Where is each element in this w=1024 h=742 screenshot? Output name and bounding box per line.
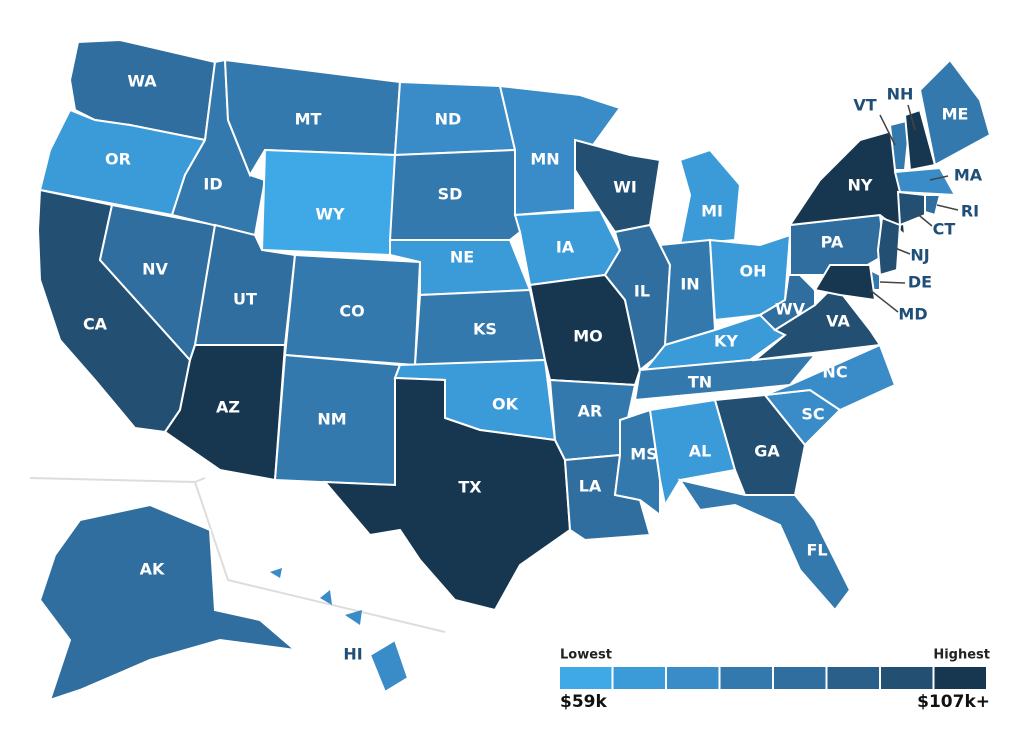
state (270, 568, 282, 578)
state-label: NY (848, 176, 873, 195)
state-label: HI (343, 645, 362, 664)
legend-swatch (560, 667, 612, 689)
state-label: IA (556, 238, 575, 257)
leader-line (914, 211, 933, 227)
state-label: ID (203, 175, 222, 194)
state-label: NM (317, 410, 346, 429)
state (678, 148, 742, 247)
state-label: MO (573, 327, 603, 346)
state-label: TN (688, 373, 712, 392)
state-label: SC (801, 405, 824, 424)
state-label: WI (613, 178, 637, 197)
leader-line (869, 289, 899, 313)
legend-swatch (613, 667, 665, 689)
state-label: ME (942, 105, 969, 124)
legend-max: $107k+ (917, 692, 990, 712)
state-label: MT (295, 110, 322, 129)
leader-line (879, 281, 906, 284)
state (751, 283, 882, 362)
state-label: MA (954, 166, 983, 185)
state-label: DE (908, 273, 932, 292)
state-label: CT (933, 220, 956, 239)
legend-swatch (827, 667, 879, 689)
state-label: PA (821, 233, 844, 252)
state-label: NH (887, 85, 914, 104)
state-label: TX (458, 478, 482, 497)
state-label: AZ (216, 398, 240, 417)
state-label: IN (680, 275, 699, 294)
state-label: LA (579, 477, 602, 496)
state-label: CO (339, 302, 364, 321)
state (813, 264, 877, 302)
state (893, 166, 957, 197)
state (368, 638, 410, 694)
state (918, 58, 992, 167)
state (320, 590, 332, 605)
legend-high: Highest (933, 648, 990, 663)
state-label: OR (105, 150, 131, 169)
state-label: ND (435, 110, 462, 129)
state (388, 148, 522, 241)
state-label: KS (473, 320, 497, 339)
legend-swatch (720, 667, 772, 689)
leader-line (929, 175, 949, 181)
state-label: AK (140, 560, 165, 579)
leader-line (894, 247, 911, 255)
state-label: WY (315, 205, 345, 224)
state-label: AR (578, 402, 603, 421)
state (322, 376, 572, 612)
state (896, 190, 926, 227)
state-label: AL (689, 442, 712, 461)
state-label: MS (630, 445, 657, 464)
state-label: NJ (910, 246, 929, 265)
state-label: WA (127, 72, 157, 91)
state-label: NV (142, 260, 168, 279)
state (498, 84, 622, 217)
state-label: WV (775, 300, 806, 319)
state-label: FL (806, 541, 827, 560)
leader-line (907, 104, 916, 131)
state (38, 503, 299, 702)
state-label: MN (530, 150, 559, 169)
state-label: OH (740, 262, 767, 281)
legend-swatch (881, 667, 933, 689)
legend-swatch (934, 667, 986, 689)
legend-min: $59k (560, 692, 607, 712)
state-label: GA (754, 442, 780, 461)
state-label: VA (826, 312, 850, 331)
legend-swatch (774, 667, 826, 689)
state-label: UT (233, 290, 257, 309)
state-label: CA (83, 315, 108, 334)
state (345, 610, 362, 625)
leader-line (936, 204, 959, 211)
state-label: MD (898, 305, 927, 324)
state-label: NC (822, 363, 847, 382)
state-label: NE (450, 248, 474, 267)
inset-divider (194, 477, 206, 483)
state-label: OK (492, 395, 519, 414)
state (677, 478, 852, 612)
leader-line (879, 114, 896, 146)
state-label: MI (701, 202, 723, 221)
state-label: KY (714, 332, 738, 351)
inset-divider (29, 477, 446, 633)
state-label: RI (961, 202, 979, 221)
state (888, 118, 912, 171)
legend-low: Lowest (560, 648, 612, 663)
state (260, 148, 397, 257)
state-label: IL (634, 282, 650, 301)
state (876, 216, 902, 277)
legend-swatch (667, 667, 719, 689)
state-label: VT (853, 96, 876, 115)
state-label: SD (438, 185, 463, 204)
